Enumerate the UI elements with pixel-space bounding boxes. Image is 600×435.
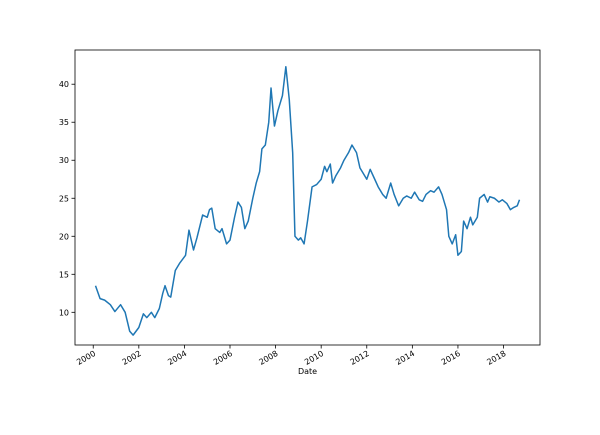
x-axis-label: Date (298, 367, 317, 376)
axes-frame (74, 49, 541, 346)
x-tick-label: 2002 (121, 349, 143, 367)
x-tick-label: 2014 (394, 349, 416, 367)
y-tick-label: 10 (59, 308, 69, 317)
x-tick-label: 2010 (303, 349, 325, 367)
line (94, 65, 521, 336)
x-tick-label: 2006 (212, 349, 234, 367)
y-tick-label: 40 (59, 80, 69, 89)
y-tick-label: 25 (59, 194, 69, 203)
y-tick-label: 35 (59, 118, 69, 127)
x-tick-label: 2018 (485, 349, 507, 367)
x-tick-label: 2004 (166, 349, 188, 367)
x-tick-label: 2012 (349, 349, 371, 367)
y-tick-label: 20 (59, 232, 69, 241)
x-tick-label: 2016 (440, 349, 462, 367)
y-tick-label: 30 (59, 156, 69, 165)
x-tick-label: 2008 (257, 349, 279, 367)
y-tick-label: 15 (59, 270, 69, 279)
x-tick-label: 2000 (75, 349, 97, 367)
